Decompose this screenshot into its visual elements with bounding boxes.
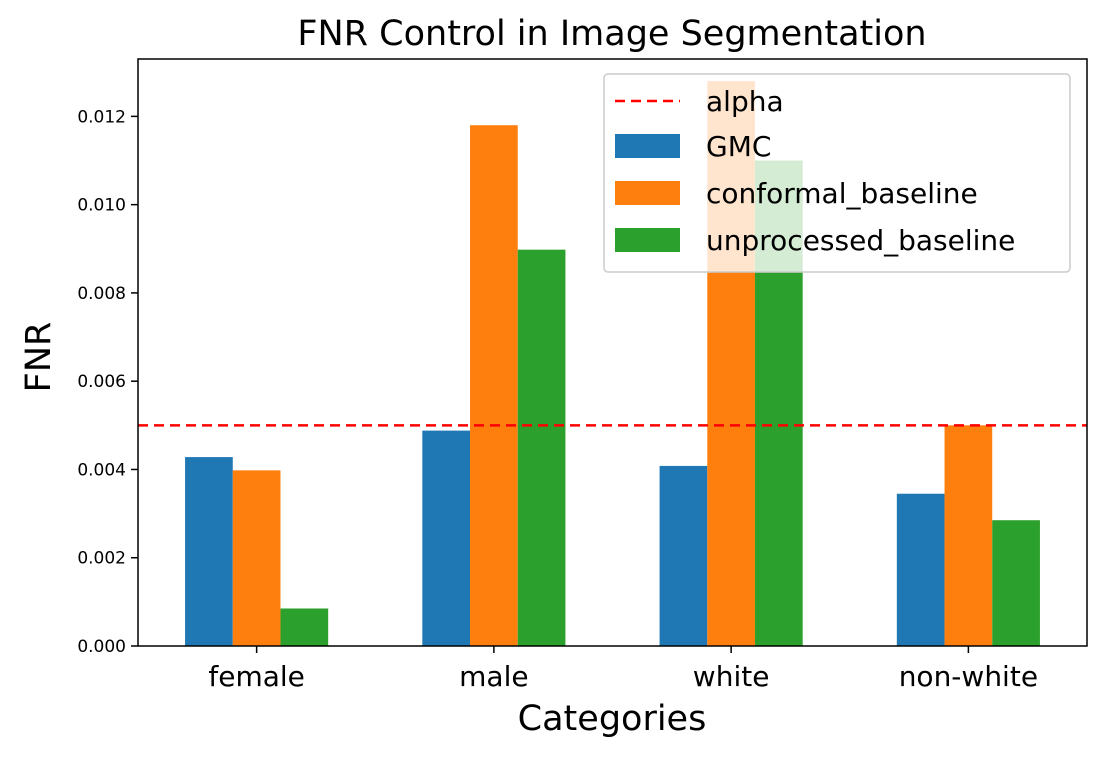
legend-box — [603, 73, 1071, 273]
y-tick-label: 0.006 — [77, 372, 126, 392]
bar-GMC-female — [185, 457, 233, 646]
x-tick-label: female — [208, 660, 305, 693]
legend-swatch-GMC — [615, 134, 680, 158]
bar-GMC-white — [659, 465, 708, 646]
legend-label-conformal_baseline: conformal_baseline — [706, 177, 978, 210]
bar-unprocessed_baseline-non-white — [992, 520, 1040, 646]
y-tick-label: 0.002 — [77, 549, 126, 569]
bar-GMC-non-white — [896, 493, 945, 646]
bar-conformal_baseline-male — [470, 125, 518, 646]
y-tick-label: 0.004 — [77, 460, 126, 480]
y-tick-label: 0.000 — [77, 637, 126, 657]
bar-GMC-male — [422, 430, 471, 646]
y-tick-label: 0.010 — [77, 196, 126, 216]
legend: alpha GMC conformal_baseline unprocessed_ba… — [603, 73, 1071, 273]
chart-title: FNR Control in Image Segmentation — [297, 14, 926, 54]
x-tick-label: non-white — [899, 660, 1038, 693]
x-axis-label: Categories — [518, 699, 707, 739]
x-tick-label: white — [693, 660, 770, 693]
axes-frame — [137, 58, 1088, 647]
bar-unprocessed_baseline-female — [280, 608, 329, 646]
y-tick-label: 0.008 — [77, 284, 126, 304]
bar-unprocessed_baseline-male — [517, 249, 566, 646]
legend-swatch-unprocessed_baseline — [615, 228, 680, 252]
bar-conformal_baseline-non-white — [944, 425, 993, 646]
legend-label-alpha: alpha — [706, 85, 784, 118]
bar-conformal_baseline-female — [232, 470, 281, 646]
y-axis-label: FNR — [19, 322, 59, 393]
legend-label-GMC: GMC — [706, 130, 771, 163]
legend-label-unprocessed_baseline: unprocessed_baseline — [706, 224, 1015, 257]
y-tick-label: 0.012 — [77, 107, 126, 127]
x-tick-label: male — [459, 660, 528, 693]
legend-swatch-conformal_baseline — [615, 181, 680, 205]
